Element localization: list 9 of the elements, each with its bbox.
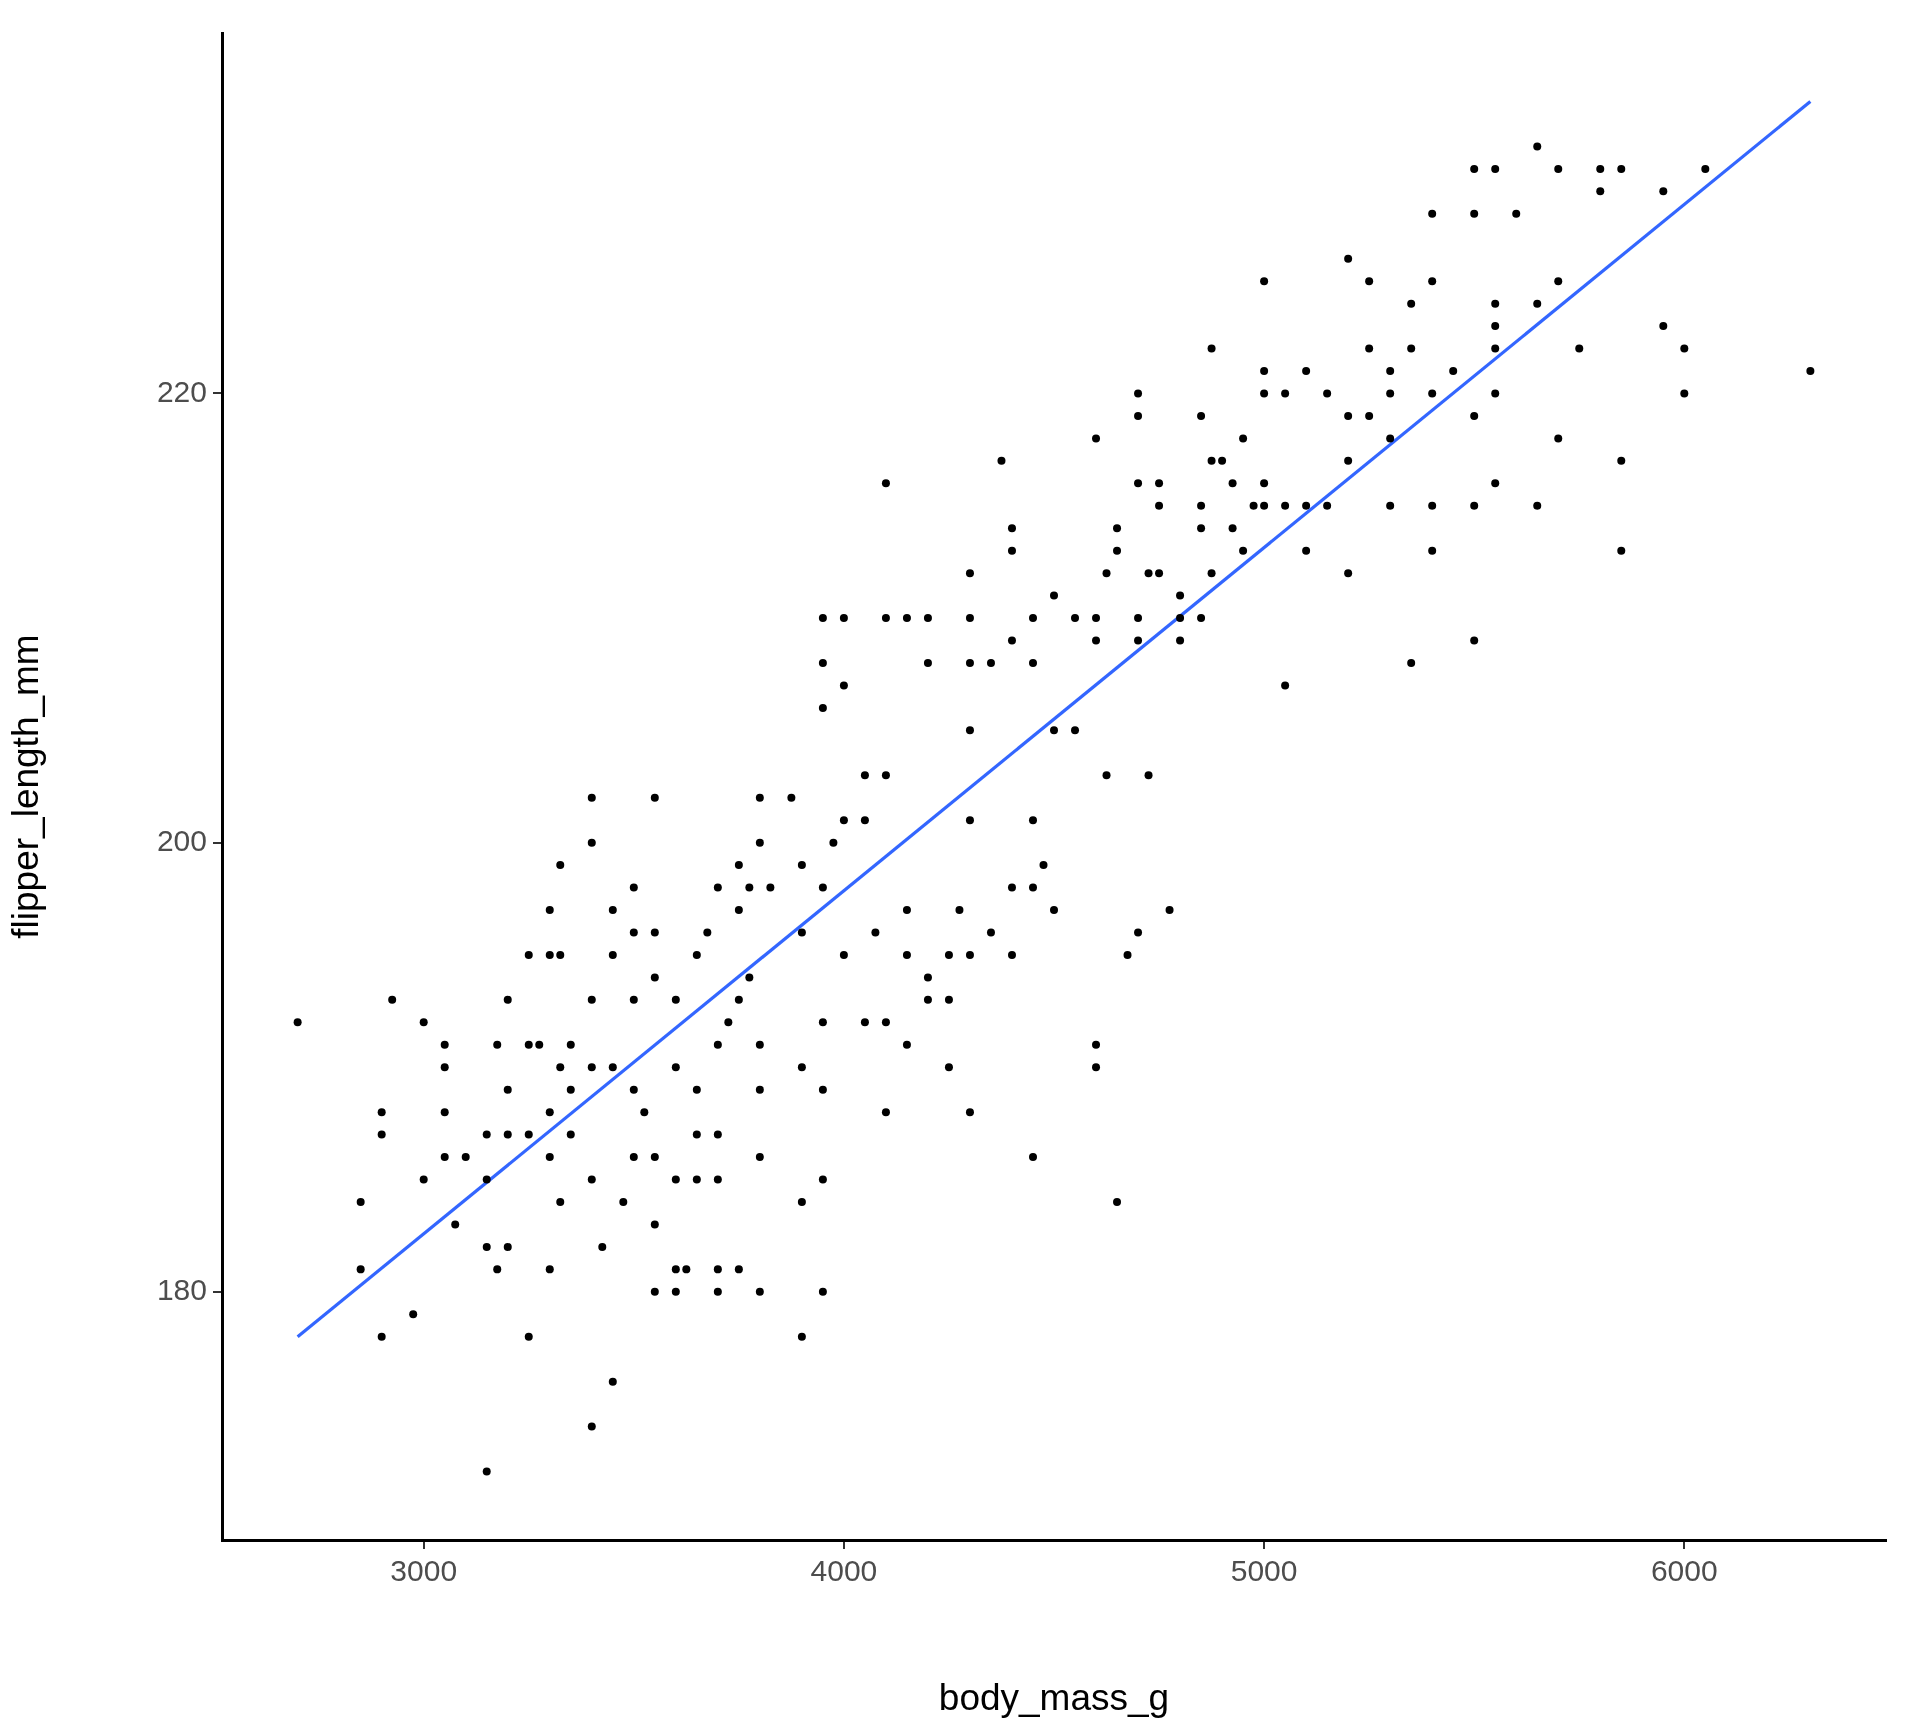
y-tick-label: 220 [156,374,207,408]
y-tick-label: 200 [156,823,207,857]
y-axis-title: flipper_length_mm [5,634,47,939]
x-tick-label: 6000 [1650,1554,1718,1588]
x-tick-label: 4000 [810,1554,878,1588]
x-axis-title: body_mass_g [938,1677,1170,1718]
x-tick-label: 5000 [1230,1554,1298,1588]
y-tick-label: 180 [156,1273,207,1307]
x-tick-label: 3000 [390,1554,458,1588]
